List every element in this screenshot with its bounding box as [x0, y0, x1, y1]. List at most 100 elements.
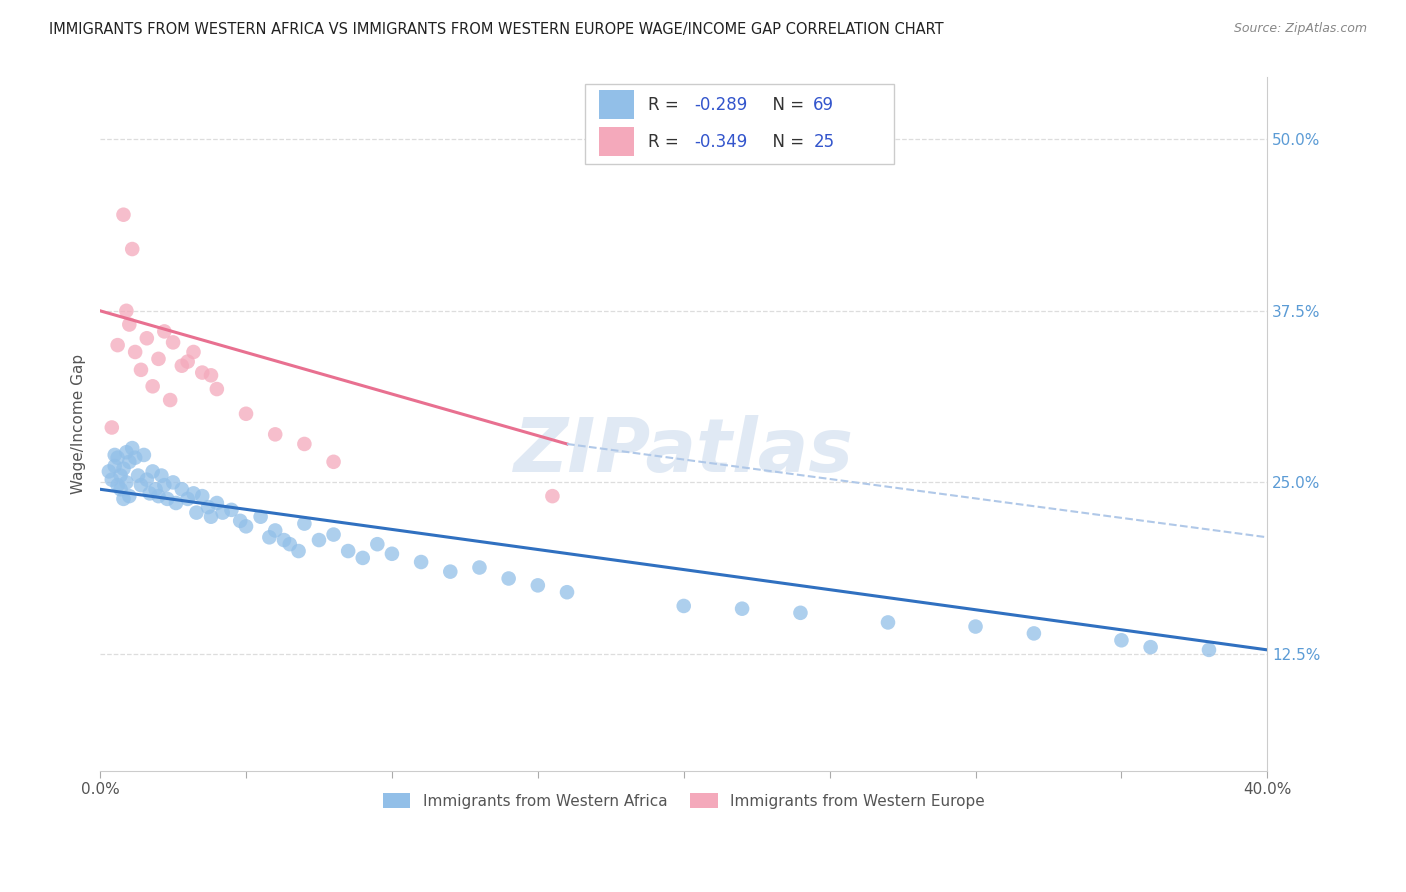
Text: N =: N =	[762, 96, 810, 114]
Point	[287, 544, 309, 558]
Point	[150, 468, 173, 483]
Point	[273, 533, 295, 547]
Point	[197, 500, 219, 515]
Point	[110, 483, 132, 497]
Point	[170, 359, 193, 373]
Point	[107, 338, 129, 352]
Point	[118, 318, 141, 332]
Point	[101, 473, 124, 487]
Point	[121, 242, 143, 256]
Point	[115, 475, 138, 490]
Point	[115, 445, 138, 459]
Point	[104, 458, 127, 473]
Point	[118, 455, 141, 469]
Point	[124, 345, 146, 359]
Point	[142, 465, 165, 479]
Point	[148, 489, 170, 503]
Point	[176, 354, 198, 368]
Point	[170, 483, 193, 497]
Text: -0.289: -0.289	[695, 96, 748, 114]
Point	[101, 420, 124, 434]
Point	[176, 491, 198, 506]
Point	[235, 519, 257, 533]
Text: R =: R =	[648, 133, 683, 151]
Point	[731, 601, 754, 615]
Legend: Immigrants from Western Africa, Immigrants from Western Europe: Immigrants from Western Africa, Immigran…	[377, 788, 991, 815]
Point	[132, 448, 155, 462]
Point	[118, 489, 141, 503]
Point	[249, 509, 271, 524]
FancyBboxPatch shape	[585, 85, 894, 164]
Point	[555, 585, 578, 599]
Point	[352, 550, 374, 565]
Point	[183, 345, 205, 359]
Point	[112, 208, 135, 222]
Point	[135, 331, 157, 345]
Point	[292, 437, 315, 451]
Point	[153, 325, 176, 339]
Point	[191, 489, 214, 503]
Point	[183, 486, 205, 500]
Point	[264, 427, 287, 442]
Point	[148, 351, 170, 366]
Point	[142, 379, 165, 393]
Text: N =: N =	[762, 133, 810, 151]
Point	[205, 496, 228, 510]
Point	[221, 503, 243, 517]
Point	[124, 450, 146, 465]
Point	[129, 363, 152, 377]
Point	[672, 599, 695, 613]
Point	[112, 461, 135, 475]
Point	[205, 382, 228, 396]
Text: R =: R =	[648, 96, 683, 114]
Point	[107, 478, 129, 492]
Point	[97, 465, 120, 479]
Point	[121, 441, 143, 455]
Text: -0.349: -0.349	[695, 133, 748, 151]
Point	[229, 514, 252, 528]
Point	[211, 506, 233, 520]
Point	[191, 366, 214, 380]
Point	[381, 547, 404, 561]
Point	[541, 489, 564, 503]
Point	[145, 483, 167, 497]
Point	[186, 506, 208, 520]
Point	[439, 565, 461, 579]
Point	[153, 478, 176, 492]
Text: 69: 69	[813, 96, 834, 114]
Point	[1022, 626, 1045, 640]
Point	[411, 555, 433, 569]
Point	[965, 619, 987, 633]
Point	[156, 491, 179, 506]
Point	[322, 455, 344, 469]
Point	[162, 475, 184, 490]
Point	[498, 572, 520, 586]
Point	[129, 478, 152, 492]
Point	[110, 468, 132, 483]
Point	[337, 544, 360, 558]
Point	[107, 450, 129, 465]
Text: ZIPatlas: ZIPatlas	[513, 416, 853, 488]
Point	[278, 537, 301, 551]
Text: IMMIGRANTS FROM WESTERN AFRICA VS IMMIGRANTS FROM WESTERN EUROPE WAGE/INCOME GAP: IMMIGRANTS FROM WESTERN AFRICA VS IMMIGR…	[49, 22, 943, 37]
Point	[138, 486, 160, 500]
Point	[127, 468, 149, 483]
Point	[159, 392, 181, 407]
Point	[366, 537, 388, 551]
Point	[162, 335, 184, 350]
Point	[877, 615, 900, 630]
Point	[468, 560, 491, 574]
Point	[789, 606, 811, 620]
Text: Source: ZipAtlas.com: Source: ZipAtlas.com	[1233, 22, 1367, 36]
Point	[235, 407, 257, 421]
Point	[322, 527, 344, 541]
Point	[200, 509, 222, 524]
Point	[135, 473, 157, 487]
Y-axis label: Wage/Income Gap: Wage/Income Gap	[72, 354, 86, 494]
Point	[1198, 643, 1220, 657]
Point	[200, 368, 222, 383]
Point	[1111, 633, 1133, 648]
FancyBboxPatch shape	[599, 90, 634, 120]
Point	[527, 578, 550, 592]
Point	[104, 448, 127, 462]
